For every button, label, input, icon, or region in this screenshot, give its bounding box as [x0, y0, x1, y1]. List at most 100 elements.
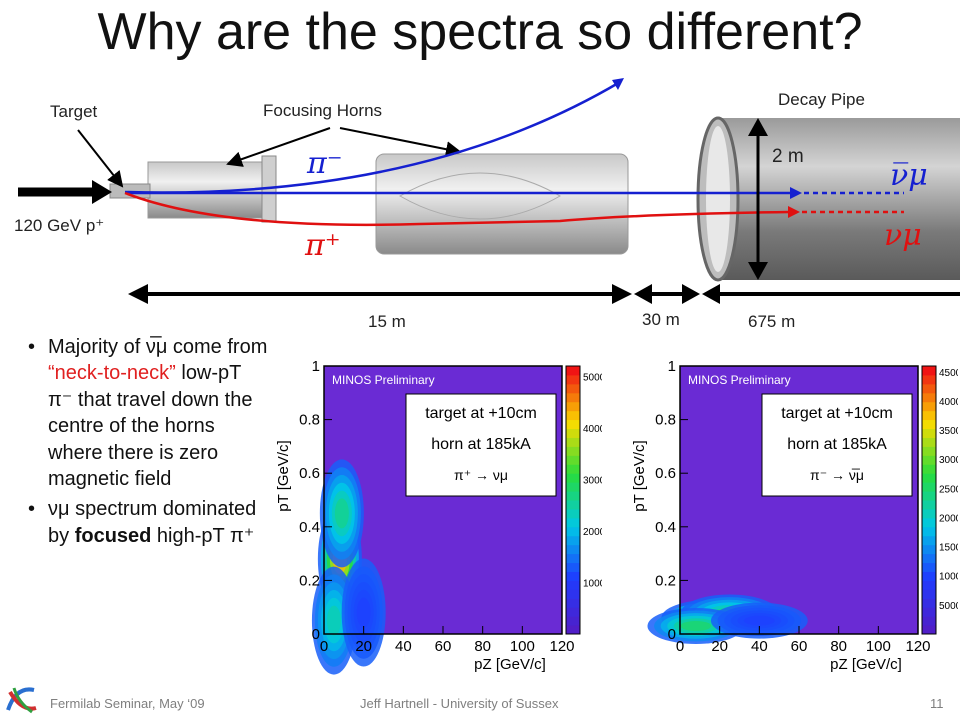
distance-675m: 675 m — [748, 312, 796, 331]
colorbar-label: 5000 — [939, 601, 958, 612]
slide-title: Why are the spectra so different? — [97, 3, 863, 61]
y-tick-label: 0.6 — [299, 465, 320, 482]
colorbar-segment — [922, 535, 936, 546]
colorbar-segment — [922, 392, 936, 403]
annotation-box — [405, 393, 557, 497]
colorbar-segment — [566, 517, 580, 528]
distance-15m: 15 m — [368, 312, 406, 331]
y-tick-label: 1 — [312, 358, 320, 375]
colorbar-segment — [566, 616, 580, 626]
colorbar-segment — [566, 500, 580, 510]
colorbar-label: 20000 — [939, 513, 958, 524]
colorbar-segment — [922, 562, 936, 572]
colorbar-segment — [922, 616, 936, 626]
colorbar-segment — [566, 366, 580, 376]
beamline-diagram — [18, 78, 960, 304]
x-tick-label: 100 — [510, 638, 535, 655]
colorbar-segment — [566, 491, 580, 501]
y-tick-label: 0.8 — [655, 412, 676, 429]
y-axis-label: pT [GeV/c] — [631, 440, 648, 511]
colorbar-segment — [566, 437, 580, 447]
y-tick-label: 0.4 — [655, 519, 676, 536]
colorbar-segment — [566, 625, 580, 635]
annotation-box — [761, 393, 913, 497]
colorbar-segment — [922, 383, 936, 394]
colorbar-segment — [922, 374, 936, 385]
colorbar-segment — [566, 571, 580, 581]
x-tick-label: 100 — [866, 638, 891, 655]
colorbar-label: 50000 — [583, 372, 602, 383]
two-m-label: 2 m — [772, 146, 804, 167]
heatmap-1: MINOS Preliminary target at +10cm horn at … — [631, 358, 960, 673]
pi-plus-trajectory — [124, 191, 791, 227]
hotspot-2 — [326, 605, 341, 636]
colorbar-segment — [922, 607, 936, 617]
annotation-line: π⁺ → νμ — [454, 467, 508, 483]
colorbar-segment — [566, 544, 580, 555]
x-tick-label: 0 — [676, 638, 684, 655]
heatmap-0: MINOS Preliminary target at +10cm horn at … — [275, 358, 611, 675]
annotation-line: π⁻ → ν̅μ — [810, 467, 864, 483]
colorbar-segment — [922, 544, 936, 555]
y-tick-label: 0.6 — [655, 465, 676, 482]
annotation-line: target at +10cm — [425, 405, 537, 422]
colorbar-segment — [922, 517, 936, 528]
plot-title: MINOS Preliminary — [688, 373, 791, 387]
x-tick-label: 120 — [905, 638, 930, 655]
colorbar-segment — [566, 482, 580, 492]
colorbar-segment — [566, 473, 580, 483]
colorbar-segment — [566, 428, 580, 438]
y-tick-label: 0.2 — [655, 572, 676, 589]
x-axis-label: pZ [GeV/c] — [830, 656, 902, 673]
x-tick-label: 60 — [435, 638, 452, 655]
colorbar-segment — [922, 508, 936, 519]
colorbar-label: 40000 — [583, 424, 602, 435]
footer-center: Jeff Hartnell - University of Sussex — [360, 696, 559, 711]
colorbar-segment — [922, 410, 936, 421]
distance-scale — [128, 284, 960, 304]
distance-30m: 30 m — [642, 310, 680, 329]
colorbar-label: 35000 — [939, 426, 958, 437]
y-tick-label: 1 — [668, 358, 676, 375]
colorbar-segment — [566, 526, 580, 537]
colorbar-segment — [566, 589, 580, 599]
y-tick-label: 0.8 — [299, 412, 320, 429]
beam-label: 120 GeV p⁺ — [14, 216, 105, 235]
colorbar-segment — [566, 410, 580, 421]
colorbar-segment — [566, 455, 580, 465]
x-tick-label: 40 — [751, 638, 768, 655]
y-axis-label: pT [GeV/c] — [275, 440, 292, 511]
x-tick-label: 120 — [549, 638, 574, 655]
colorbar-segment — [922, 473, 936, 483]
focusing-horns-label: Focusing Horns — [263, 101, 383, 120]
colorbar-frame — [565, 365, 581, 635]
colorbar-segment — [922, 571, 936, 581]
colorbar-segment — [566, 446, 580, 456]
colorbar-segment — [922, 553, 936, 564]
annotation-line: horn at 185kA — [431, 436, 531, 453]
colorbar-segment — [922, 419, 936, 430]
hotspot-3 — [743, 615, 775, 626]
colorbar-segment — [566, 535, 580, 546]
bullet-list: Majority of ν̅μ come from “neck-to-neck”… — [28, 334, 270, 553]
pi-plus-label: π⁺ — [305, 228, 341, 263]
decay-pipe — [696, 116, 960, 282]
colorbar-label: 40000 — [939, 397, 958, 408]
bullet-1: Majority of ν̅μ come from “neck-to-neck”… — [28, 334, 270, 492]
colorbar-segment — [922, 526, 936, 537]
x-tick-label: 40 — [395, 638, 412, 655]
nubar-mu-label: ν̅μ — [890, 158, 928, 193]
y-tick-label: 0 — [312, 626, 320, 643]
colorbar-segment — [922, 366, 936, 376]
colorbar-label: 20000 — [583, 527, 602, 538]
nu-mu-label: νμ — [884, 218, 922, 253]
colorbar-segment — [566, 419, 580, 430]
annotation-line: horn at 185kA — [787, 436, 887, 453]
target-label: Target — [50, 102, 98, 121]
x-tick-label: 80 — [830, 638, 847, 655]
colorbar-segment — [922, 625, 936, 635]
colorbar-segment — [922, 500, 936, 510]
x-tick-label: 0 — [320, 638, 328, 655]
colorbar-segment — [566, 392, 580, 403]
horn-2 — [375, 153, 629, 255]
